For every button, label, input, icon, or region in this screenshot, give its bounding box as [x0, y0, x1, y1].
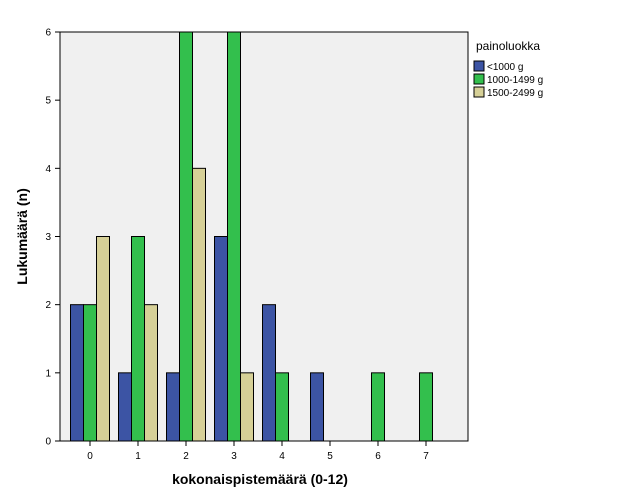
x-tick-label: 6	[375, 451, 381, 462]
y-tick-label: 6	[45, 28, 51, 39]
y-tick-label: 4	[45, 164, 51, 175]
legend-title: painoluokka	[476, 39, 540, 53]
x-tick-label: 2	[183, 451, 189, 462]
legend: painoluokka <1000 g 1000-1499 g 1500-2499 …	[473, 39, 543, 99]
legend-item-label: 1500-2499 g	[487, 88, 543, 99]
x-tick-label: 3	[231, 451, 237, 462]
bar-1-series-2	[144, 304, 158, 442]
x-tick-label: 7	[423, 451, 429, 462]
y-axis-label: Lukumäärä (n)	[14, 188, 30, 284]
bar-0-series-2	[96, 236, 110, 442]
legend-swatch	[473, 86, 485, 98]
legend-swatch	[473, 60, 485, 72]
x-tick-label: 0	[87, 451, 93, 462]
bar-2-series-2	[192, 167, 206, 442]
x-tick-label: 1	[135, 451, 141, 462]
bar-4-series-0	[262, 304, 276, 442]
bar-4-series-1	[275, 372, 289, 442]
y-tick-label: 0	[45, 437, 51, 448]
bar-5-series-0	[310, 372, 324, 442]
y-tick-label: 2	[45, 300, 51, 311]
bar-3-series-0	[214, 236, 228, 442]
bar-1-series-1	[131, 236, 145, 442]
legend-swatch	[473, 73, 485, 85]
bar-6-series-1	[371, 372, 385, 442]
x-axis: 0 1 2 3 4 5 6 7	[87, 441, 429, 462]
legend-item-label: <1000 g	[487, 62, 523, 73]
x-axis-label: kokonaispistemäärä (0-12)	[172, 471, 348, 487]
legend-item-label: 1000-1499 g	[487, 75, 543, 86]
bar-3-series-1	[227, 31, 241, 442]
y-axis: 0 1 2 3 4 5 6	[45, 28, 60, 448]
bar-3-series-2	[240, 372, 254, 442]
bar-2-series-0	[166, 372, 180, 442]
bars-group	[70, 31, 433, 442]
bar-1-series-0	[118, 372, 132, 442]
bar-0-series-0	[70, 304, 84, 442]
bar-0-series-1	[83, 304, 97, 442]
bar-7-series-1	[419, 372, 433, 442]
x-tick-label: 4	[279, 451, 285, 462]
y-tick-label: 5	[45, 96, 51, 107]
y-tick-label: 1	[45, 368, 51, 379]
bar-2-series-1	[179, 31, 193, 442]
x-tick-label: 5	[327, 451, 333, 462]
y-tick-label: 3	[45, 232, 51, 243]
